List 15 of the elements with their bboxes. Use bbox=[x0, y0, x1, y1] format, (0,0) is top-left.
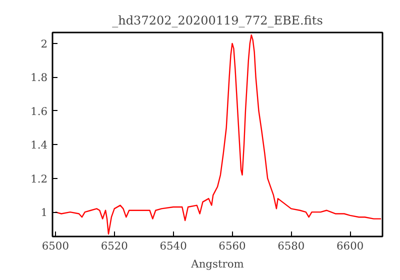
chart-title: _hd37202_20200119_772_EBE.fits bbox=[112, 14, 323, 28]
y-tick-label: 2 bbox=[40, 37, 48, 50]
line-series bbox=[54, 34, 382, 235]
y-tick-label: 1.2 bbox=[30, 172, 48, 186]
x-tick-label: 6600 bbox=[336, 240, 364, 252]
x-axis-title: Angstrom bbox=[190, 258, 244, 270]
x-tick-label: 6520 bbox=[100, 240, 128, 252]
x-tick-label: 6580 bbox=[278, 240, 305, 252]
y-tick-label: 1.4 bbox=[30, 138, 48, 152]
y-tick-label: 1.8 bbox=[30, 71, 48, 84]
x-tick-label: 6500 bbox=[42, 240, 70, 252]
y-tick-label: 1 bbox=[40, 206, 48, 220]
x-tick-label: 6540 bbox=[160, 240, 188, 252]
x-tick-label: 6560 bbox=[218, 240, 246, 252]
y-tick-label: 1.6 bbox=[30, 104, 48, 118]
